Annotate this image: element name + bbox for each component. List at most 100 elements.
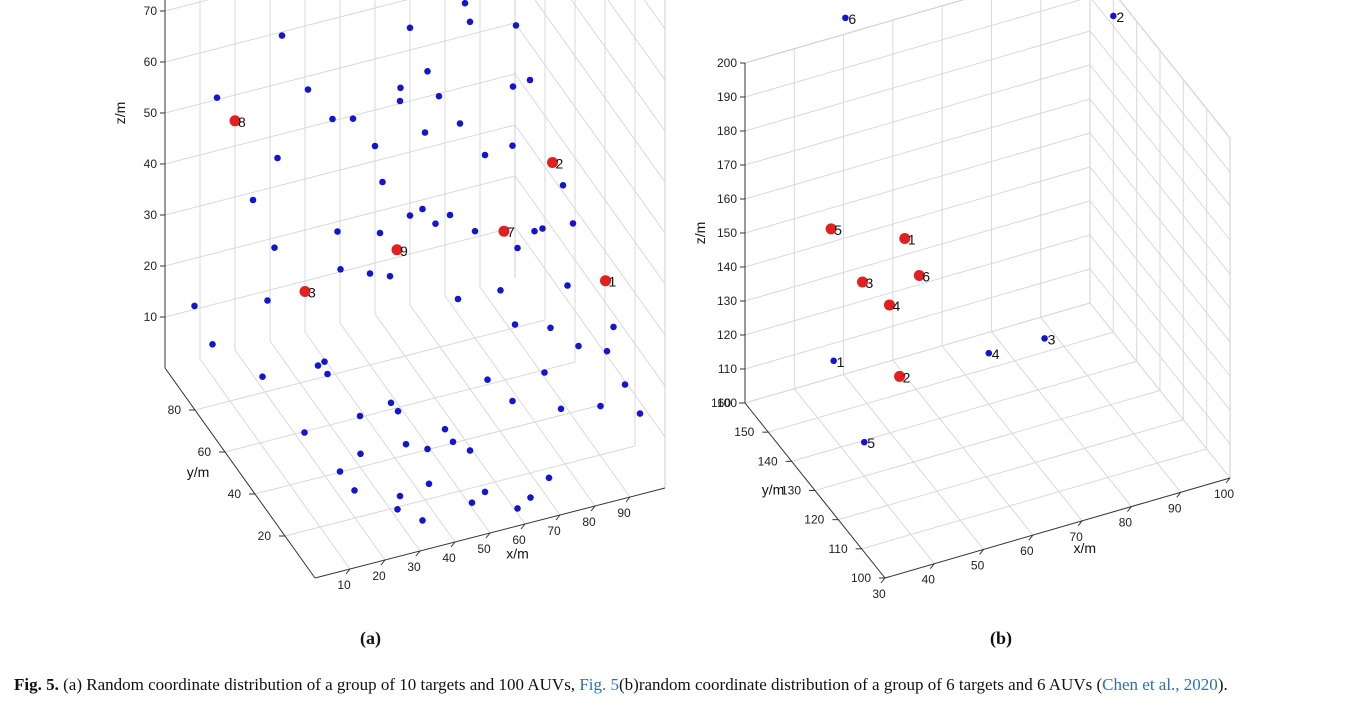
z-tick-label: 140	[717, 260, 737, 274]
auv-point	[484, 376, 491, 384]
z-tick-label: 20	[144, 259, 158, 273]
auv-point	[424, 445, 431, 453]
grid-back-z	[744, 30, 1091, 132]
x-tick-label: 40	[922, 573, 936, 587]
z-tick-label: 180	[717, 124, 737, 138]
grid-lines	[744, 0, 1231, 579]
grid-side-z	[607, 0, 666, 81]
target-label: 3	[308, 285, 316, 301]
auv-point	[432, 220, 439, 227]
x-tick	[1127, 506, 1132, 512]
auv-point	[213, 94, 221, 101]
auv-point	[386, 272, 394, 280]
x-tick-label: 30	[872, 587, 886, 601]
auv-point	[314, 362, 322, 369]
auv-point	[509, 83, 517, 90]
target-point	[856, 276, 868, 288]
auv-label: 5	[867, 435, 875, 451]
grid-back-z	[744, 132, 1091, 234]
z-tick-label: 30	[144, 208, 158, 222]
grid-side-z	[1089, 64, 1231, 241]
grid-floor-x	[339, 322, 491, 534]
auv-point	[366, 270, 374, 277]
auv-label: 4	[992, 346, 1000, 362]
auv-point	[509, 397, 516, 405]
box-edge	[744, 0, 965, 64]
y-tick-label: 150	[734, 425, 754, 439]
auv-point	[394, 407, 402, 415]
z-axis-label: z/m	[112, 102, 128, 125]
auv-point	[621, 381, 629, 388]
y-tick-label: 60	[198, 445, 212, 459]
z-tick-label: 160	[717, 192, 737, 206]
auv-point	[371, 142, 379, 150]
caption-figure-link[interactable]: Fig. 5	[579, 675, 619, 694]
auv-point	[456, 120, 464, 127]
auv-point	[336, 468, 344, 475]
z-tick-label: 190	[717, 90, 737, 104]
auv-point	[421, 129, 429, 136]
x-tick-label: 50	[971, 558, 985, 572]
grid-back-z	[744, 0, 1082, 98]
auv-point	[376, 229, 384, 237]
auv-point	[545, 474, 553, 482]
grid-side-z	[1089, 302, 1231, 479]
auv-point	[559, 182, 567, 189]
auv-point	[511, 321, 519, 328]
target-point	[498, 225, 510, 237]
auv-point	[349, 115, 357, 122]
y-tick-label: 100	[851, 571, 871, 585]
target-point	[547, 157, 558, 168]
auv-point	[264, 297, 271, 304]
auv-point	[424, 68, 431, 75]
grid-floor-y	[768, 331, 1114, 433]
z-tick-label: 50	[144, 106, 158, 120]
grid-side-z	[534, 0, 666, 183]
chart-b-3d-scatter: 3040506070809010010011012013014015016010…	[692, 0, 1234, 601]
auv-point	[1110, 12, 1117, 20]
grid-floor-x	[234, 349, 386, 561]
auv-point	[985, 349, 993, 357]
grid-floor-x	[479, 286, 631, 498]
x-tick	[1028, 534, 1034, 541]
auv-point	[356, 412, 364, 420]
caption-citation-link[interactable]: Chen et al., 2020	[1102, 675, 1218, 694]
grid-side-z	[1089, 166, 1231, 343]
y-axis-label: y/m	[762, 482, 785, 498]
grid-back-z	[744, 234, 1091, 336]
grid-side-z	[1089, 200, 1231, 377]
grid-back-z	[164, 124, 516, 216]
auv-point	[541, 369, 548, 376]
grid-back-z	[744, 268, 1091, 370]
x-tick	[450, 541, 456, 548]
caption-text-3: ).	[1217, 675, 1228, 694]
auv-point	[435, 92, 443, 100]
auv-point	[481, 151, 489, 159]
auv-point	[379, 178, 386, 186]
target-label: 8	[238, 114, 246, 130]
grid-side-z	[570, 0, 666, 132]
caption-figure-number: Fig. 5.	[14, 675, 59, 694]
auv-point	[419, 517, 426, 524]
grid-floor-y	[791, 360, 1137, 462]
auv-point	[271, 244, 278, 251]
auv-point	[466, 447, 474, 454]
x-axis-line	[884, 477, 1231, 579]
auv-point	[449, 438, 457, 446]
target-point	[299, 286, 311, 297]
auv-point	[466, 18, 474, 26]
auv-point	[547, 324, 554, 332]
x-tick-label: 80	[582, 515, 596, 529]
auv-point	[842, 14, 849, 22]
y-tick-label: 120	[804, 513, 824, 527]
auv-point	[209, 341, 216, 348]
x-tick	[1176, 491, 1182, 498]
y-axis-label: y/m	[187, 464, 210, 480]
x-tick-label: 70	[1069, 530, 1083, 544]
auv-point	[497, 287, 504, 294]
auv-point	[334, 228, 341, 235]
x-tick	[1225, 477, 1231, 484]
tick-labels: 3040506070809010010011012013014015016010…	[711, 56, 1234, 601]
y-tick-label: 110	[829, 542, 848, 556]
x-tick	[520, 523, 526, 530]
